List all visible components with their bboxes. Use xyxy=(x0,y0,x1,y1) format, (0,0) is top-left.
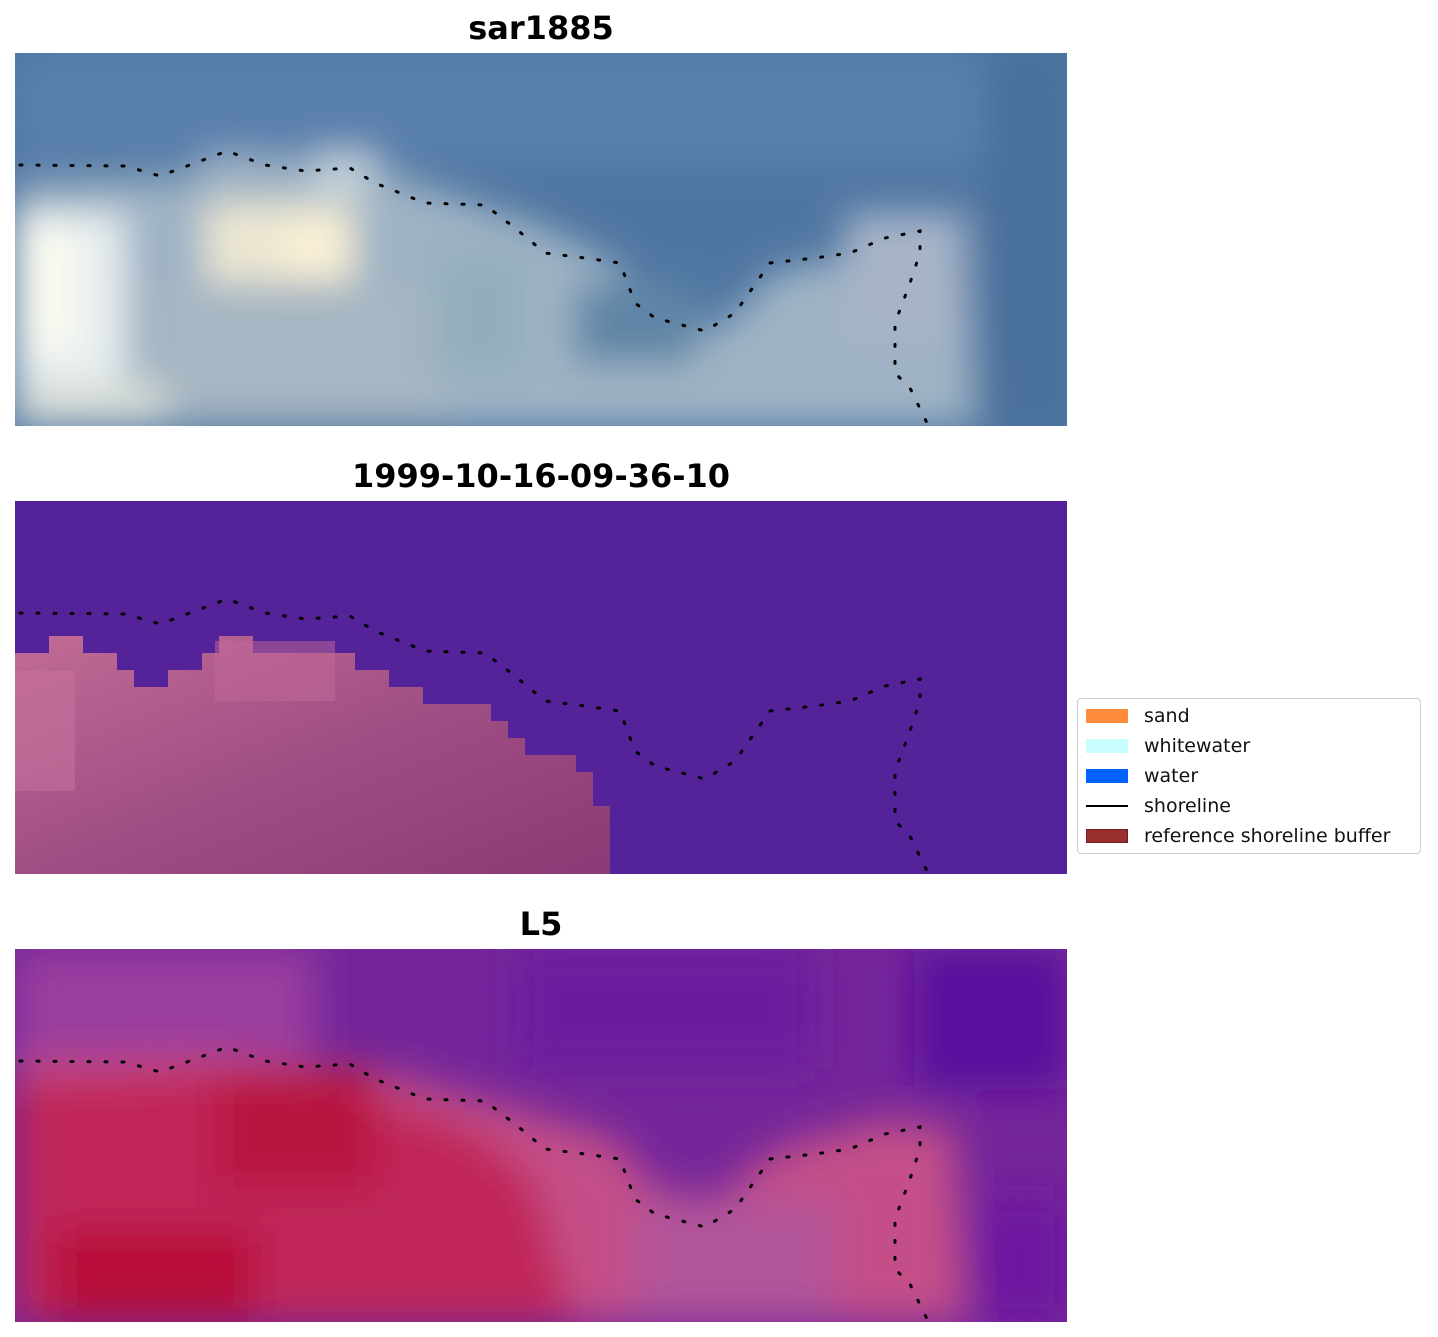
legend-item-buffer: reference shoreline buffer xyxy=(1086,824,1390,848)
legend-item-water: water xyxy=(1086,764,1198,788)
water-swatch xyxy=(1086,769,1128,783)
panel-title-index: L5 xyxy=(519,905,563,943)
buffer-swatch xyxy=(1086,829,1128,843)
shoreline-line-swatch xyxy=(1086,805,1128,807)
whitewater-swatch xyxy=(1086,739,1128,753)
legend-item-whitewater: whitewater xyxy=(1086,734,1250,758)
legend: sand whitewater water shoreline referenc… xyxy=(1077,698,1421,854)
legend-label-whitewater: whitewater xyxy=(1144,735,1251,757)
panel-title-rgb: sar1885 xyxy=(468,9,614,47)
legend-item-shoreline: shoreline xyxy=(1086,794,1231,818)
sand-swatch xyxy=(1086,709,1128,723)
legend-label-buffer: reference shoreline buffer xyxy=(1144,825,1391,847)
legend-label-sand: sand xyxy=(1144,705,1190,727)
legend-label-shoreline: shoreline xyxy=(1144,795,1231,817)
panel-title-classified: 1999-10-16-09-36-10 xyxy=(351,457,731,495)
legend-label-water: water xyxy=(1144,765,1199,787)
rgb-satellite-image xyxy=(15,53,1067,426)
index-image xyxy=(15,949,1067,1322)
legend-item-sand: sand xyxy=(1086,704,1190,728)
classified-image xyxy=(15,501,1067,874)
